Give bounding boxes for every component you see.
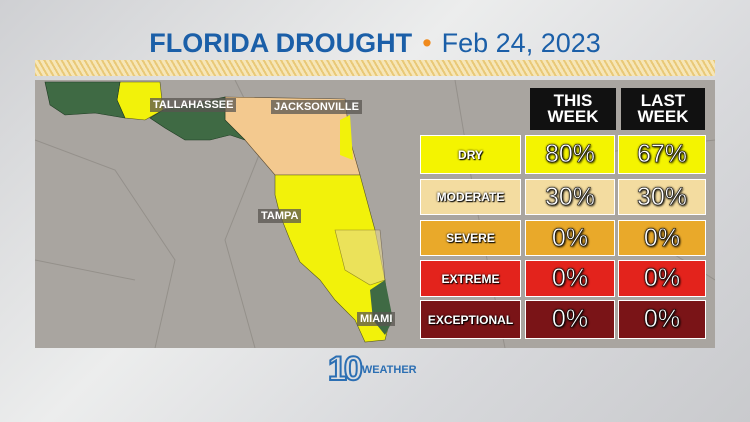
extreme-last-week: 0% <box>618 260 706 297</box>
logo-text: WEATHER <box>361 363 417 376</box>
row-label-moderate: MODERATE <box>420 179 521 215</box>
city-label-tallahassee: TALLAHASSEE <box>150 98 237 112</box>
row-label-severe: SEVERE <box>420 220 521 256</box>
separator-dot: • <box>422 28 432 58</box>
decorative-stripe <box>35 60 715 76</box>
row-label-extreme: EXTREME <box>420 260 521 297</box>
header-this-week: THIS WEEK <box>530 88 616 130</box>
region-abnormal-panhandle <box>44 81 126 119</box>
row-label-exceptional: EXCEPTIONAL <box>420 300 521 339</box>
severe-last-week: 0% <box>618 220 706 256</box>
moderate-last-week: 30% <box>618 179 706 215</box>
logo-number: 10 <box>327 349 364 389</box>
exceptional-last-week: 0% <box>618 300 706 339</box>
page-title: FLORIDA DROUGHT • Feb 24, 2023 <box>149 28 601 58</box>
region-dry-northeast <box>340 115 353 160</box>
dry-this-week: 80% <box>525 135 615 174</box>
moderate-this-week: 30% <box>525 179 615 215</box>
exceptional-this-week: 0% <box>525 300 615 339</box>
extreme-this-week: 0% <box>525 260 615 297</box>
row-label-dry: DRY <box>420 135 521 174</box>
station-logo: 10 WEATHER <box>327 349 417 389</box>
city-label-tampa: TAMPA <box>258 209 302 223</box>
header-last-week: LAST WEEK <box>621 88 705 130</box>
dry-last-week: 67% <box>618 135 706 174</box>
city-label-miami: MIAMI <box>357 312 396 326</box>
city-label-jacksonville: JACKSONVILLE <box>271 100 362 114</box>
date: Feb 24, 2023 <box>441 28 601 58</box>
region-moderate-southwest <box>334 229 386 286</box>
severe-this-week: 0% <box>525 220 615 256</box>
